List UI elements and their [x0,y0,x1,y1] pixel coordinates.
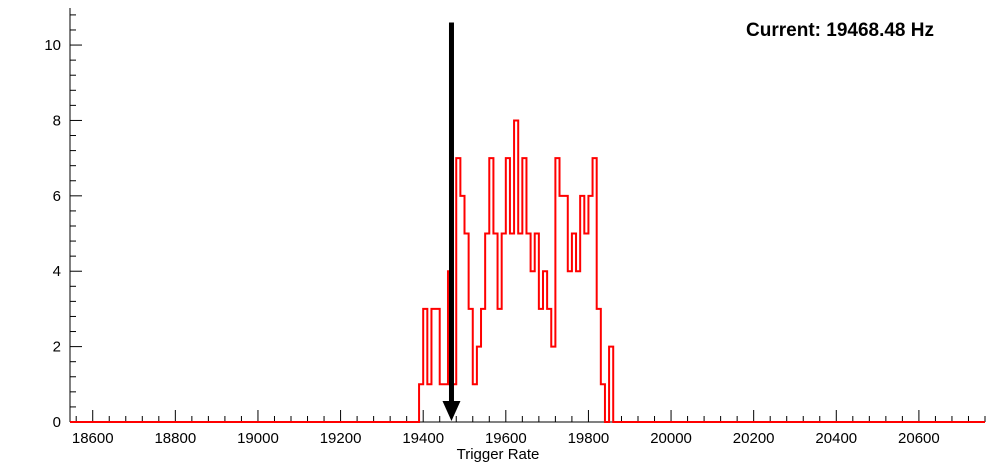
x-tick-label: 20000 [650,430,692,447]
x-tick-label: 19400 [402,430,444,447]
y-tick-label: 6 [53,188,61,205]
x-tick-label: 20600 [898,430,940,447]
y-tick-label: 10 [44,37,61,54]
y-tick-label: 4 [53,263,61,280]
x-axis-title: Trigger Rate [456,446,540,463]
x-tick-label: 20400 [815,430,857,447]
x-tick-label: 18600 [72,430,114,447]
x-tick-label: 20200 [733,430,775,447]
current-marker-arrowhead-icon [442,401,461,421]
x-tick-label: 19200 [320,430,362,447]
current-rate-annotation: Current: 19468.48 Hz [746,20,934,41]
y-tick-label: 0 [53,414,61,431]
x-tick-label: 19600 [485,430,527,447]
x-tick-label: 19000 [237,430,279,447]
x-tick-label: 19800 [568,430,610,447]
y-tick-label: 2 [53,339,61,356]
histogram-series [70,119,985,423]
x-tick-label: 18800 [154,430,196,447]
y-tick-label: 8 [53,112,61,129]
